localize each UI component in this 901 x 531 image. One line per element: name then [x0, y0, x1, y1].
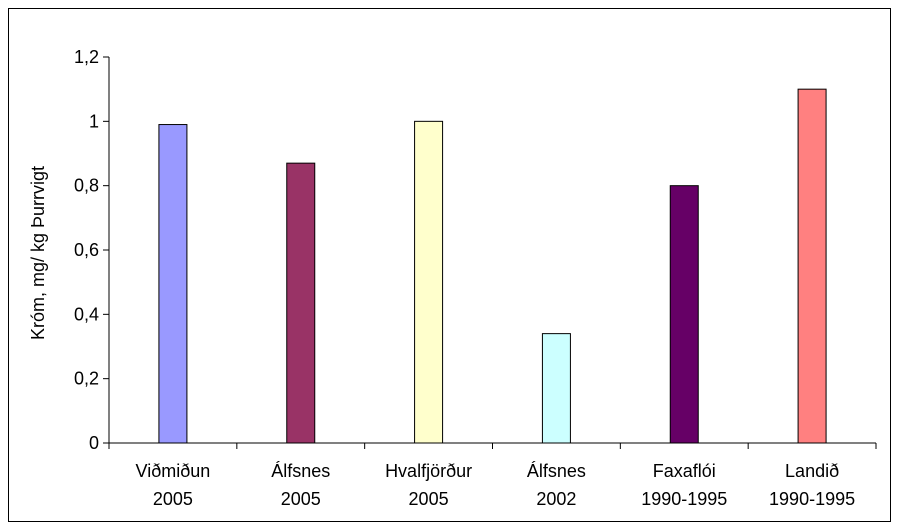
x-tick-label: Landið: [785, 461, 839, 481]
x-tick-label: Faxaflói: [653, 461, 716, 481]
y-tick-label: 0,8: [74, 176, 99, 196]
bar: [286, 162, 316, 444]
x-tick-label: Álfsnes: [271, 461, 330, 481]
x-tick-label: 2005: [153, 489, 193, 509]
y-tick-label: 0,4: [74, 304, 99, 324]
y-axis-label: Króm, mg/ kg Þurrvigt: [28, 166, 48, 340]
x-tick-label: 2002: [536, 489, 576, 509]
bar: [541, 333, 571, 444]
y-tick-label: 0: [89, 433, 99, 453]
x-tick-label: 1990-1995: [769, 489, 855, 509]
chart-frame: [8, 8, 891, 522]
x-tick-label: Hvalfjörður: [385, 461, 472, 481]
bars: [158, 88, 827, 444]
y-tick-label: 0,2: [74, 369, 99, 389]
bar: [669, 185, 699, 444]
x-axis: Viðmiðun 2005 Álfsnes 2005 Hvalfjörður 2005 Ál…: [108, 442, 877, 509]
bar: [797, 88, 827, 444]
bar: [414, 120, 444, 444]
y-tick-label: 1: [89, 111, 99, 131]
y-tick-label: 1,2: [74, 47, 99, 67]
y-tick-label: 0,6: [74, 240, 99, 260]
x-tick-label: 2005: [281, 489, 321, 509]
x-tick-label: Viðmiðun: [136, 461, 211, 481]
bar: [158, 124, 188, 444]
x-tick-label: 1990-1995: [641, 489, 727, 509]
x-tick-label: 2005: [409, 489, 449, 509]
x-tick-label: Álfsnes: [527, 461, 586, 481]
y-axis: 0 0,2 0,4 0,6 0,8 1 1,2: [74, 47, 110, 453]
